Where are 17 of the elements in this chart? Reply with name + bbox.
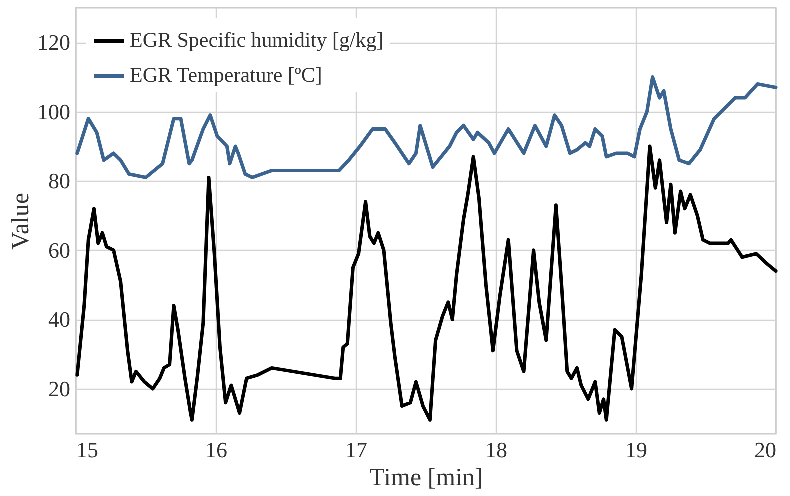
x-tick-label: 16 — [206, 438, 228, 462]
x-tick-label: 20 — [754, 438, 776, 462]
legend-label: EGR Specific humidity [g/kg] — [130, 28, 384, 52]
y-tick-label: 80 — [48, 168, 70, 194]
x-tick-label: 17 — [346, 438, 368, 462]
y-tick-label: 60 — [48, 238, 70, 263]
y-axis-title: Value — [8, 193, 34, 250]
x-tick-label: 15 — [76, 438, 98, 462]
y-tick-label: 40 — [48, 307, 70, 332]
y-tick-label: 120 — [38, 30, 70, 56]
x-axis-title: Time [min] — [370, 464, 484, 492]
x-tick-label: 18 — [486, 438, 508, 462]
y-tick-label: 100 — [38, 99, 70, 124]
y-tick-label: 20 — [48, 376, 70, 402]
legend-label: EGR Temperature [ºC] — [130, 63, 322, 87]
line-series — [76, 144, 778, 422]
x-tick-label: 19 — [626, 438, 648, 462]
